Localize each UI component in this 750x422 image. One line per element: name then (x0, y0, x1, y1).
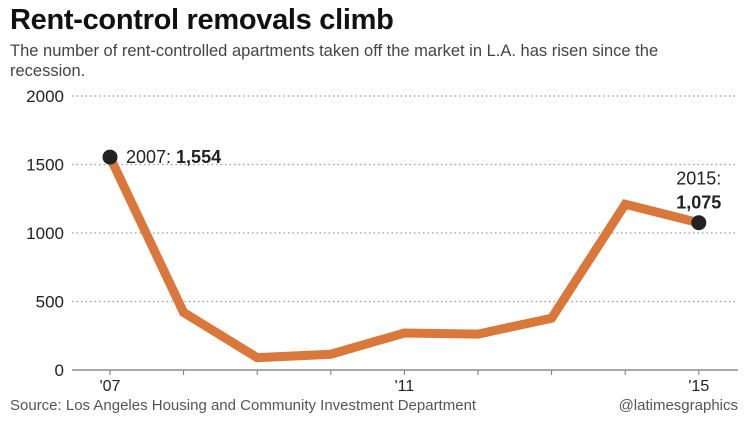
data-marker (102, 149, 118, 165)
x-tick-label: '11 (395, 378, 415, 395)
x-tick-label: '07 (100, 378, 121, 395)
x-axis-ticks: '07 '11 '15 (100, 370, 709, 395)
annotations-layer: 2007: 1,554 2015: 1,075 (102, 147, 721, 231)
y-axis-ticks: 0 500 1000 1500 2000 (26, 87, 64, 380)
y-tick-label: 500 (36, 293, 64, 312)
y-tick-label: 2000 (26, 87, 64, 106)
credit-note: @latimesgraphics (618, 397, 738, 414)
series-line (105, 155, 700, 363)
y-tick-label: 1500 (26, 156, 64, 175)
gridlines (72, 95, 738, 371)
chart-title: Rent-control removals climb (10, 4, 394, 36)
data-marker (691, 215, 707, 231)
annotation-label: 2007: 1,554 (126, 147, 221, 167)
x-tick-label: '15 (688, 378, 709, 395)
source-note: Source: Los Angeles Housing and Communit… (10, 397, 477, 414)
series-layer (105, 155, 700, 363)
annotation-value: 1,075 (676, 193, 721, 213)
chart-subtitle: The number of rent-controlled apartments… (10, 42, 659, 80)
y-tick-label: 0 (55, 361, 64, 380)
annotation-year: 2015: (676, 169, 721, 189)
y-tick-label: 1000 (26, 224, 64, 243)
